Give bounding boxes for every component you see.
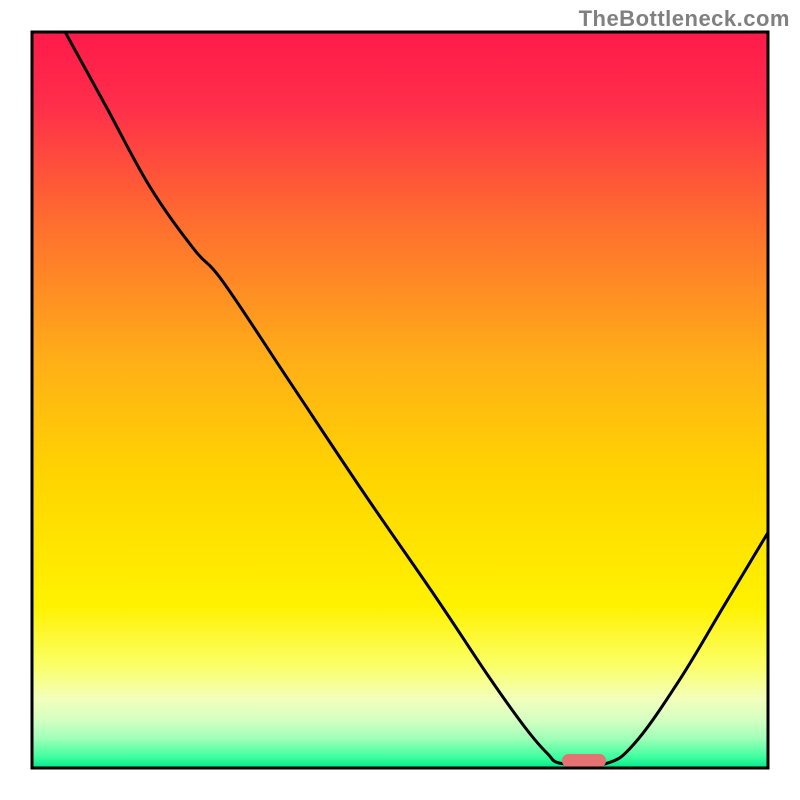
- plot-area: [32, 32, 768, 768]
- bottleneck-chart: [0, 0, 800, 800]
- watermark-text: TheBottleneck.com: [579, 6, 790, 32]
- gradient-background: [32, 32, 768, 768]
- optimal-marker: [562, 754, 606, 767]
- chart-container: { "watermark": { "text": "TheBottleneck.…: [0, 0, 800, 800]
